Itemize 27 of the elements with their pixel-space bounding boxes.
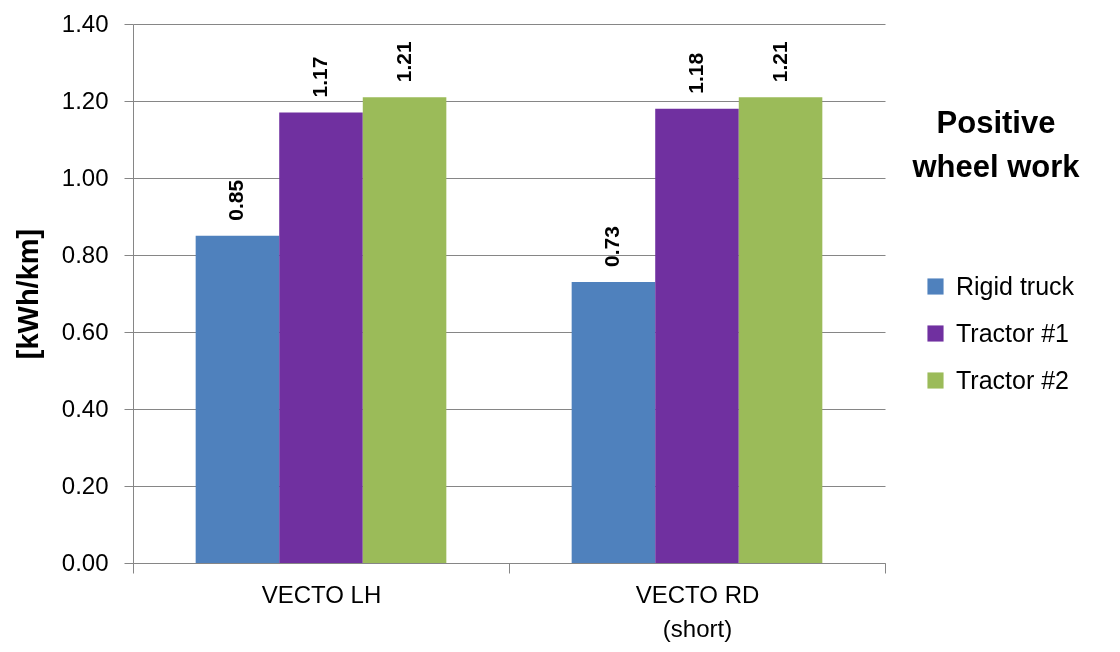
legend-label: Tractor #2 <box>956 365 1070 394</box>
x-tick-label: VECTO RD (short) <box>635 580 760 642</box>
bar <box>279 112 363 563</box>
data-label: 1.21 <box>391 40 415 83</box>
bar <box>195 235 280 563</box>
y-tick-label: 0.00 <box>61 548 109 576</box>
legend-label: Rigid truck <box>956 271 1075 300</box>
y-tick-label: 0.40 <box>61 394 109 422</box>
y-tick-label: 1.00 <box>61 163 109 191</box>
data-label: 0.73 <box>600 226 624 267</box>
bar <box>571 281 656 563</box>
data-label: 1.21 <box>767 40 791 83</box>
bar <box>655 108 739 563</box>
data-label: 0.85 <box>224 179 248 221</box>
y-tick-label: 1.40 <box>61 9 109 37</box>
legend-label: Tractor #1 <box>956 318 1070 347</box>
data-label: 1.17 <box>308 56 331 98</box>
bar <box>362 97 447 563</box>
y-tick-label: 0.80 <box>61 240 109 268</box>
y-axis-title: [kWh/km] <box>11 228 44 360</box>
x-tick-label: VECTO LH <box>261 580 382 608</box>
y-tick-label: 0.60 <box>61 317 109 345</box>
y-tick-label: 0.20 <box>61 471 109 499</box>
text: Positive wheel work <box>911 105 1081 184</box>
data-label: 1.18 <box>684 52 707 94</box>
y-tick-label: 1.20 <box>61 86 109 114</box>
bar <box>738 97 823 563</box>
